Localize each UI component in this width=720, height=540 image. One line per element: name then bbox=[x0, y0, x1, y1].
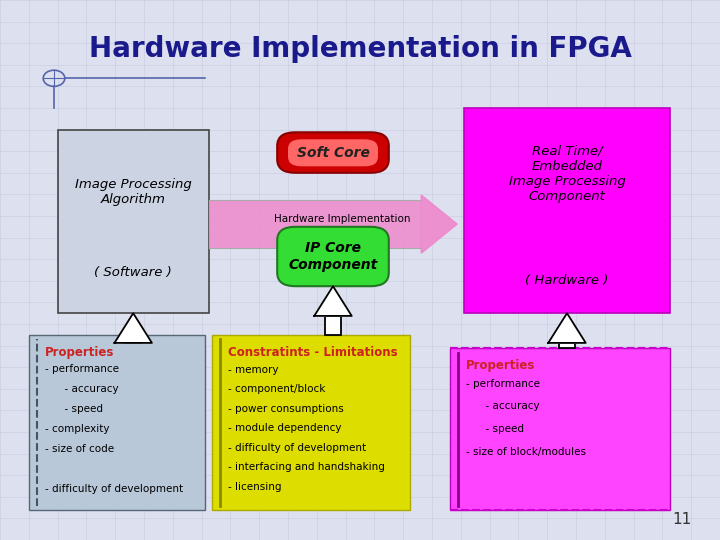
FancyBboxPatch shape bbox=[277, 132, 389, 173]
Text: Properties: Properties bbox=[45, 346, 114, 359]
Text: - performance: - performance bbox=[45, 364, 119, 375]
FancyBboxPatch shape bbox=[464, 108, 670, 313]
Text: Constratints - Limitations: Constratints - Limitations bbox=[228, 346, 398, 359]
FancyBboxPatch shape bbox=[29, 335, 205, 510]
Text: - power consumptions: - power consumptions bbox=[228, 404, 344, 414]
Text: - interfacing and handshaking: - interfacing and handshaking bbox=[228, 462, 385, 472]
FancyBboxPatch shape bbox=[209, 200, 421, 248]
FancyBboxPatch shape bbox=[559, 343, 575, 348]
Text: - accuracy: - accuracy bbox=[466, 401, 539, 411]
FancyBboxPatch shape bbox=[58, 130, 209, 313]
Text: Real Time/
Embedded
Image Processing
Component: Real Time/ Embedded Image Processing Com… bbox=[508, 145, 626, 202]
Text: - complexity: - complexity bbox=[45, 424, 109, 435]
Text: Soft Core: Soft Core bbox=[297, 146, 369, 159]
Text: Hardware Implementation in FPGA: Hardware Implementation in FPGA bbox=[89, 35, 631, 63]
Text: 11: 11 bbox=[672, 511, 691, 526]
Text: - speed: - speed bbox=[45, 404, 103, 415]
Text: - speed: - speed bbox=[466, 424, 524, 434]
Text: - performance: - performance bbox=[466, 379, 540, 389]
FancyBboxPatch shape bbox=[450, 348, 670, 510]
Polygon shape bbox=[421, 195, 457, 253]
FancyBboxPatch shape bbox=[277, 227, 389, 286]
FancyBboxPatch shape bbox=[212, 335, 410, 510]
FancyBboxPatch shape bbox=[325, 316, 341, 335]
Polygon shape bbox=[549, 313, 586, 343]
Text: - size of block/modules: - size of block/modules bbox=[466, 447, 586, 457]
Text: ( Hardware ): ( Hardware ) bbox=[526, 274, 608, 287]
Text: - difficulty of development: - difficulty of development bbox=[228, 443, 366, 453]
FancyBboxPatch shape bbox=[125, 335, 141, 343]
Text: IP Core
Component: IP Core Component bbox=[289, 241, 377, 272]
Polygon shape bbox=[314, 286, 352, 316]
Text: - component/block: - component/block bbox=[228, 384, 325, 395]
Text: Image Processing
Algorithm: Image Processing Algorithm bbox=[75, 178, 192, 206]
Polygon shape bbox=[114, 313, 152, 343]
Text: - difficulty of development: - difficulty of development bbox=[45, 484, 183, 495]
Text: - memory: - memory bbox=[228, 365, 279, 375]
Text: - module dependency: - module dependency bbox=[228, 423, 342, 434]
Text: - accuracy: - accuracy bbox=[45, 384, 118, 395]
Text: Hardware Implementation: Hardware Implementation bbox=[274, 214, 410, 224]
FancyBboxPatch shape bbox=[288, 139, 378, 166]
Text: - licensing: - licensing bbox=[228, 482, 282, 492]
Text: ( Software ): ( Software ) bbox=[94, 266, 172, 279]
Text: Properties: Properties bbox=[466, 359, 535, 372]
Text: - size of code: - size of code bbox=[45, 444, 114, 455]
